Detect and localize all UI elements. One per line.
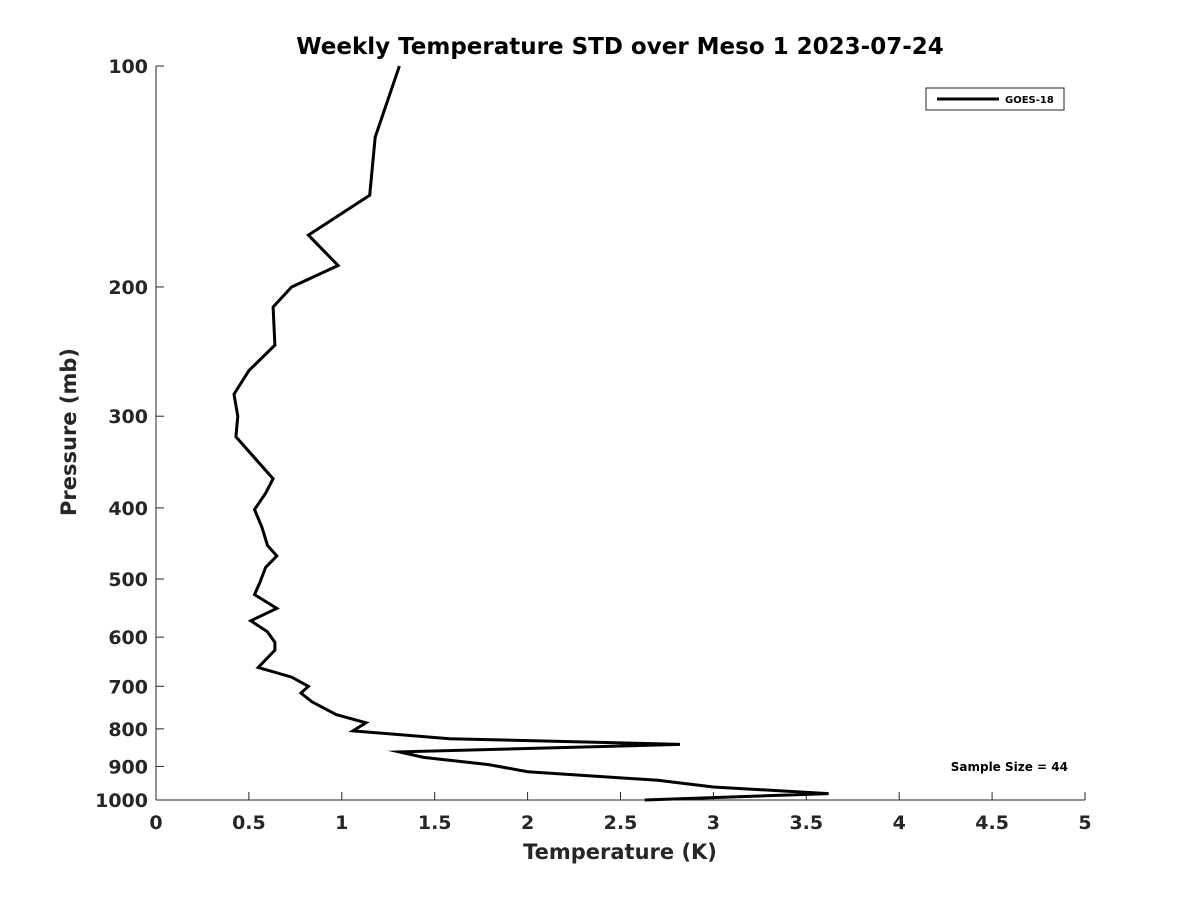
x-tick-label: 2.5 (604, 812, 638, 834)
x-axis-title: Temperature (K) (523, 840, 717, 864)
x-tick-label: 3.5 (789, 812, 823, 834)
x-tick-label: 0 (149, 812, 162, 834)
x-tick-label: 1.5 (418, 812, 452, 834)
x-tick-label: 4.5 (975, 812, 1009, 834)
y-tick-label: 700 (108, 676, 148, 698)
x-tick-label: 5 (1078, 812, 1091, 834)
legend: GOES-18 (925, 87, 1065, 111)
y-tick-label: 1000 (95, 790, 148, 812)
x-tick-label: 4 (893, 812, 906, 834)
y-tick-label: 500 (108, 569, 148, 591)
y-tick-label: 100 (108, 56, 148, 78)
axes (155, 66, 1085, 801)
y-axis-title: Pressure (mb) (57, 348, 81, 516)
y-tick-label: 200 (108, 277, 148, 299)
y-tick-label: 300 (108, 406, 148, 428)
y-tick-label: 600 (108, 627, 148, 649)
y-tick-label: 400 (108, 498, 148, 520)
sample-size-annotation: Sample Size = 44 (951, 760, 1068, 774)
ticks: 0 0.5 1 1.5 2 2.5 3 3.5 4 4.5 5 100 200 300 400 500 600 7… (95, 56, 1092, 834)
y-tick-label: 800 (108, 719, 148, 741)
x-tick-label: 2 (521, 812, 534, 834)
x-tick-label: 3 (707, 812, 720, 834)
y-tick-label: 900 (108, 756, 148, 778)
series-line-goes-18 (232, 65, 829, 802)
series-lines (232, 65, 829, 802)
x-tick-label: 1 (335, 812, 348, 834)
chart-title: Weekly Temperature STD over Meso 1 2023-… (296, 34, 944, 60)
legend-label-goes-18: GOES-18 (1005, 95, 1054, 106)
x-tick-label: 0.5 (232, 812, 266, 834)
